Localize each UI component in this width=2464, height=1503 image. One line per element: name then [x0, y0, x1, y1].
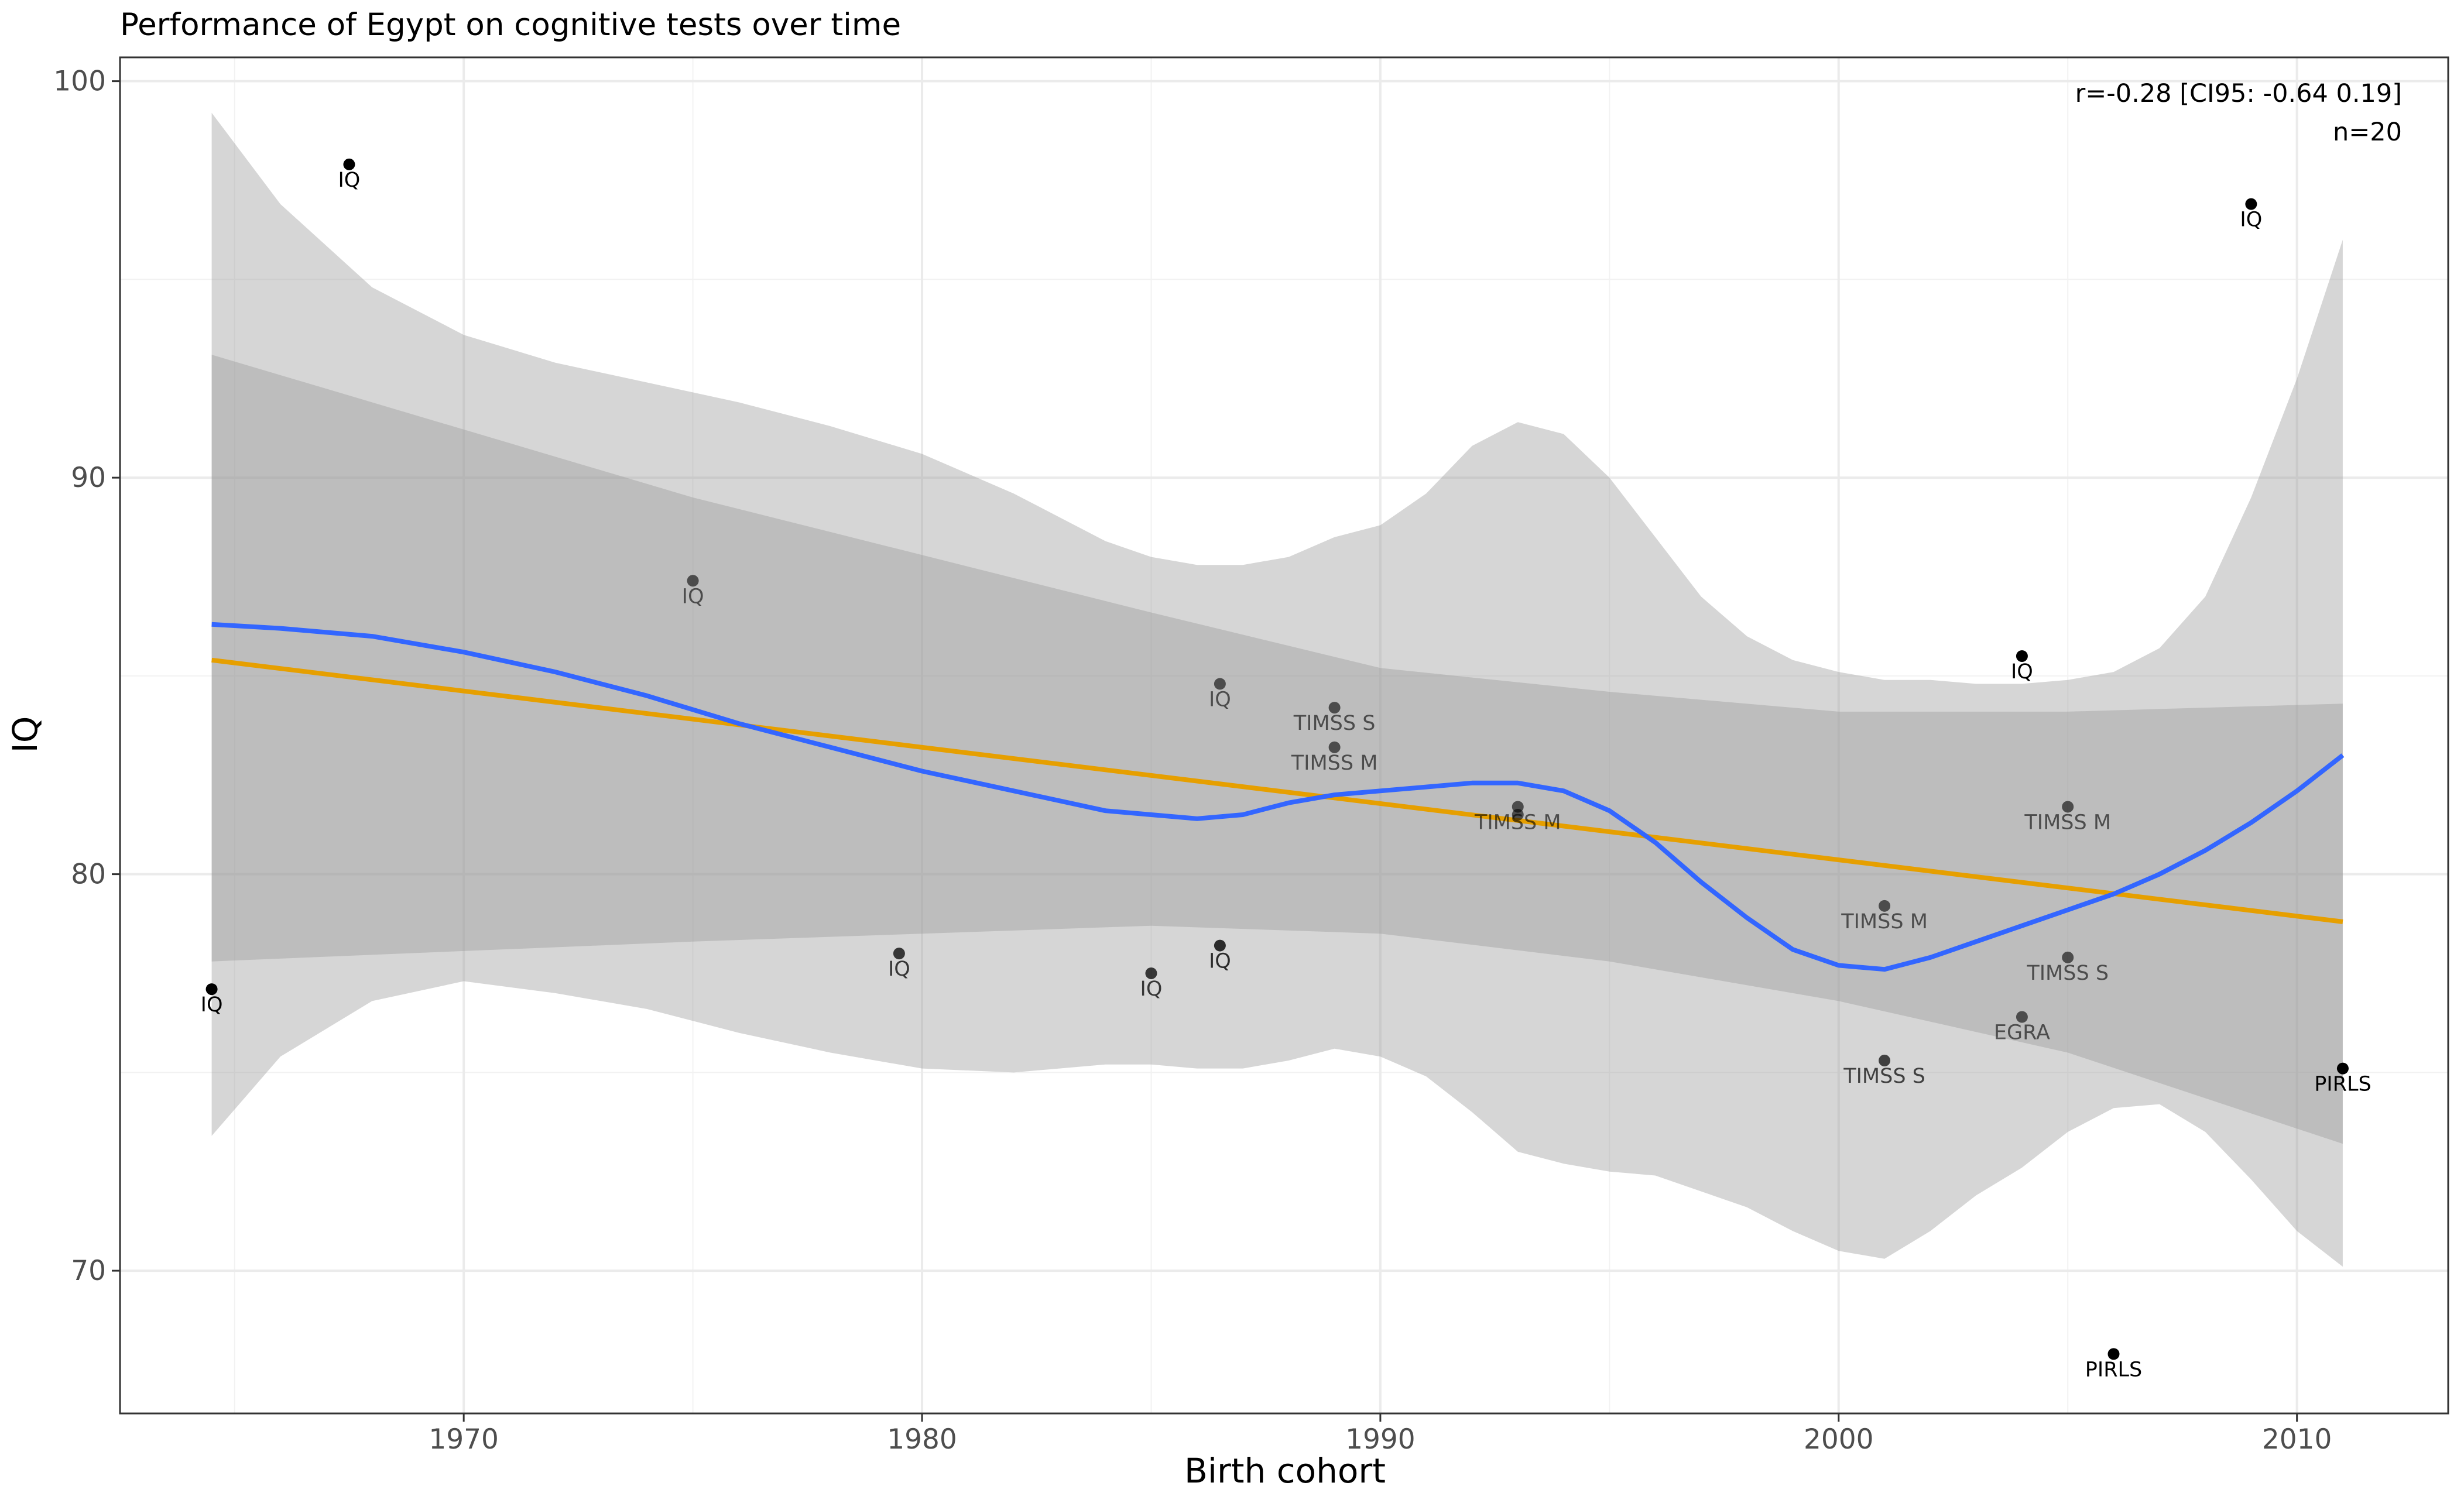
data-point [2336, 1062, 2349, 1075]
data-point [2016, 650, 2028, 663]
y-tick-label: 70 [71, 1255, 106, 1287]
data-points [205, 158, 2349, 1360]
grid [120, 57, 2448, 1413]
point-label: TIMSS M [1291, 752, 1378, 775]
x-axis-title: Birth cohort [1184, 1451, 1386, 1491]
point-label: EGRA [1994, 1021, 2050, 1045]
chart-title: Performance of Egypt on cognitive tests … [120, 7, 901, 43]
point-label: IQ [1140, 977, 1163, 1001]
point-label: TIMSS S [1293, 712, 1376, 735]
point-label: TIMSS M [1841, 910, 1928, 934]
annotation-n: n=20 [2333, 118, 2402, 147]
axis-ticks: 1970 1980 1990 2000 2010 70 80 90 100 [53, 66, 2332, 1456]
data-point [205, 983, 218, 996]
data-point [1328, 702, 1341, 714]
x-tick-label: 2010 [2262, 1423, 2332, 1456]
correlation-annotation: r=-0.28 [CI95: -0.64 0.19] n=20 [2075, 79, 2402, 147]
data-point [687, 575, 699, 587]
confidence-bands [211, 112, 2343, 1267]
point-label: IQ [682, 585, 704, 608]
point-label: IQ [2240, 208, 2262, 232]
data-point [1512, 808, 1524, 821]
y-tick-label: 100 [53, 66, 106, 98]
data-point [1145, 967, 1157, 979]
point-label: IQ [888, 958, 910, 981]
data-point [2062, 951, 2074, 963]
x-tick-label: 2000 [1804, 1423, 1874, 1456]
data-point [1214, 678, 1226, 690]
y-axis-title: IQ [5, 716, 45, 753]
point-label: IQ [2011, 660, 2033, 684]
linear-confidence-band [211, 355, 2343, 1144]
fit-lines [211, 622, 2345, 972]
point-label: IQ [338, 169, 360, 192]
data-point [1879, 1055, 1891, 1067]
linear-fit-line [211, 657, 2343, 924]
point-label: PIRLS [2085, 1358, 2142, 1381]
data-point [343, 158, 355, 170]
point-labels: IQ IQ IQ IQ IQ IQ IQ TIMSS S TIMSS M TIMSS M TIMSS… [201, 169, 2372, 1381]
point-label: PIRLS [2314, 1073, 2371, 1096]
x-tick-label: 1970 [429, 1423, 499, 1456]
point-label: IQ [1209, 688, 1231, 711]
point-label: TIMSS M [1474, 811, 1561, 834]
y-tick-label: 80 [71, 859, 106, 891]
point-label: IQ [1209, 950, 1231, 973]
data-point [2016, 1011, 2028, 1023]
data-point [2107, 1348, 2120, 1360]
data-point [1214, 939, 1226, 952]
data-point [1328, 741, 1341, 753]
x-tick-label: 1980 [887, 1423, 957, 1456]
data-point [2245, 198, 2257, 210]
data-point [2062, 801, 2074, 813]
x-tick-label: 1990 [1345, 1423, 1416, 1456]
y-tick-label: 90 [71, 462, 106, 494]
loess-confidence-band [211, 112, 2343, 1267]
point-label: IQ [201, 993, 223, 1017]
panel-border [119, 56, 2449, 1415]
point-label: TIMSS S [2026, 962, 2109, 985]
annotation-r: r=-0.28 [CI95: -0.64 0.19] [2075, 79, 2402, 108]
data-point [893, 948, 905, 960]
point-label: TIMSS M [2024, 811, 2111, 834]
data-point [1879, 900, 1891, 912]
point-label: TIMSS S [1843, 1065, 1925, 1088]
loess-fit-line [211, 622, 2345, 972]
